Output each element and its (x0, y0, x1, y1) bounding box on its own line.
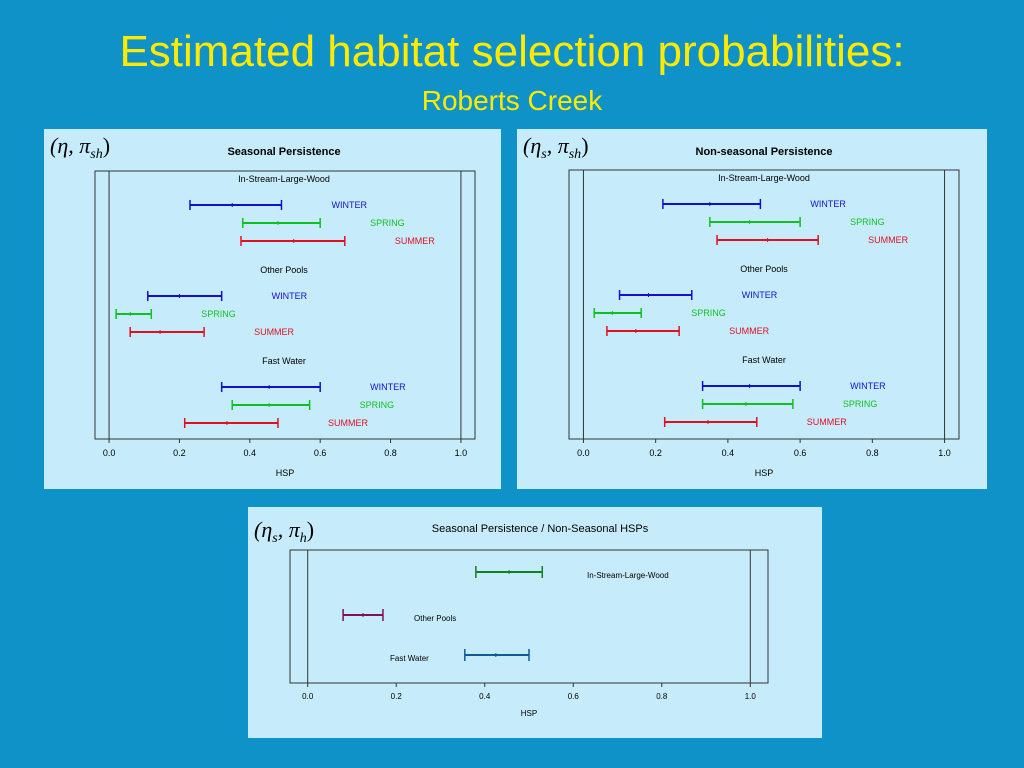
series-label-spring: SPRING (360, 400, 395, 410)
chart-non-seasonal-persistence: (ηs, πsh) Non-seasonal Persistence In-Stre… (523, 133, 960, 478)
plot-frame (568, 169, 960, 440)
x-tick-label: 0.0 (577, 448, 590, 458)
series-label-winter: WINTER (850, 381, 886, 391)
chart-title: Seasonal Persistence / Non-Seasonal HSPs (432, 523, 649, 535)
interval-spring-1 (242, 218, 321, 228)
chart-panel-seasonal-persistence: (η, πsh) Seasonal Persistence In-Stream-La… (44, 129, 501, 489)
group-label: Fast Water (262, 356, 306, 366)
series-label-summer: SUMMER (395, 236, 435, 246)
x-tick-label: 1.0 (938, 448, 951, 458)
x-tick-label: 0.0 (103, 448, 116, 458)
x-axis-label: HSP (521, 709, 537, 718)
x-tick-label: 0.6 (314, 448, 327, 458)
group-label: Other Pools (260, 265, 308, 275)
interval-summer-2 (240, 236, 346, 246)
panel-parameter-label: (ηs, πh) (254, 517, 314, 546)
chart-title: Seasonal Persistence (227, 146, 340, 158)
group-label: In-Stream-Large-Wood (238, 174, 330, 184)
interval-winter-0 (662, 199, 762, 209)
x-tick-label: 0.2 (173, 448, 186, 458)
x-tick-label: 0.8 (656, 692, 668, 701)
interval-other-pools-1 (342, 609, 384, 621)
interval-spring-1 (593, 308, 642, 318)
interval-fast-water-2 (464, 649, 530, 661)
series-label-summer: SUMMER (729, 326, 769, 336)
plot-frame (94, 170, 476, 440)
series-label-winter: WINTER (272, 291, 308, 301)
series-label-summer: SUMMER (868, 235, 908, 245)
series-label-summer: SUMMER (328, 418, 368, 428)
series-label-spring: SPRING (691, 308, 726, 318)
series-label-winter: WINTER (742, 290, 778, 300)
interval-summer-2 (183, 418, 279, 428)
x-tick-label: 0.6 (568, 692, 580, 701)
interval-summer-2 (606, 326, 680, 336)
x-tick-label: 0.4 (479, 692, 491, 701)
slide-title: Estimated habitat selection probabilitie… (119, 27, 905, 76)
chart-panel-combined-hsp: (ηs, πh) Seasonal Persistence / Non-Seaso… (248, 507, 822, 738)
series-label-spring: SPRING (850, 217, 885, 227)
interval-summer-2 (663, 417, 758, 427)
x-tick-label: 0.2 (649, 448, 662, 458)
series-label-winter: WINTER (810, 199, 846, 209)
interval-spring-1 (701, 399, 794, 409)
category-label: Other Pools (414, 614, 456, 623)
x-tick-label: 0.8 (866, 448, 879, 458)
group-label: Fast Water (742, 355, 786, 365)
x-tick-label: 0.4 (722, 448, 735, 458)
series-label-summer: SUMMER (807, 417, 847, 427)
interval-winter-0 (189, 200, 283, 210)
plot-frame (289, 549, 769, 684)
category-label: In-Stream-Large-Wood (587, 571, 669, 580)
x-tick-label: 0.6 (794, 448, 807, 458)
series-label-winter: WINTER (331, 200, 367, 210)
series-label-spring: SPRING (843, 399, 878, 409)
group-label: Other Pools (740, 264, 788, 274)
x-tick-label: 0.0 (302, 692, 314, 701)
interval-in-stream-large-wood-0 (475, 566, 544, 578)
chart-combined-hsp: (ηs, πh) Seasonal Persistence / Non-Seaso… (254, 517, 769, 718)
x-tick-label: 1.0 (455, 448, 468, 458)
x-tick-label: 1.0 (745, 692, 757, 701)
x-axis-label: HSP (755, 468, 774, 478)
group-label: In-Stream-Large-Wood (718, 173, 810, 183)
category-label: Fast Water (390, 654, 429, 663)
x-tick-label: 0.4 (244, 448, 257, 458)
interval-summer-2 (129, 327, 205, 337)
series-label-spring: SPRING (370, 218, 405, 228)
interval-winter-0 (147, 291, 223, 301)
slide-subtitle: Roberts Creek (421, 85, 603, 116)
chart-seasonal-persistence: (η, πsh) Seasonal Persistence In-Stream-La… (50, 133, 476, 478)
x-axis-label: HSP (276, 468, 295, 478)
panel-parameter-label: (ηs, πsh) (523, 133, 589, 162)
series-label-spring: SPRING (201, 309, 236, 319)
series-label-summer: SUMMER (254, 327, 294, 337)
panel-parameter-label: (η, πsh) (50, 133, 110, 162)
interval-spring-1 (115, 309, 153, 319)
chart-title: Non-seasonal Persistence (696, 146, 833, 158)
x-tick-label: 0.8 (384, 448, 397, 458)
interval-spring-1 (231, 400, 311, 410)
interval-spring-1 (709, 217, 801, 227)
interval-winter-0 (618, 290, 693, 300)
interval-summer-2 (716, 235, 819, 245)
interval-winter-0 (701, 381, 801, 391)
interval-winter-0 (220, 382, 321, 392)
series-label-winter: WINTER (370, 382, 406, 392)
x-tick-label: 0.2 (391, 692, 403, 701)
chart-panel-non-seasonal-persistence: (ηs, πsh) Non-seasonal Persistence In-Stre… (517, 129, 987, 489)
